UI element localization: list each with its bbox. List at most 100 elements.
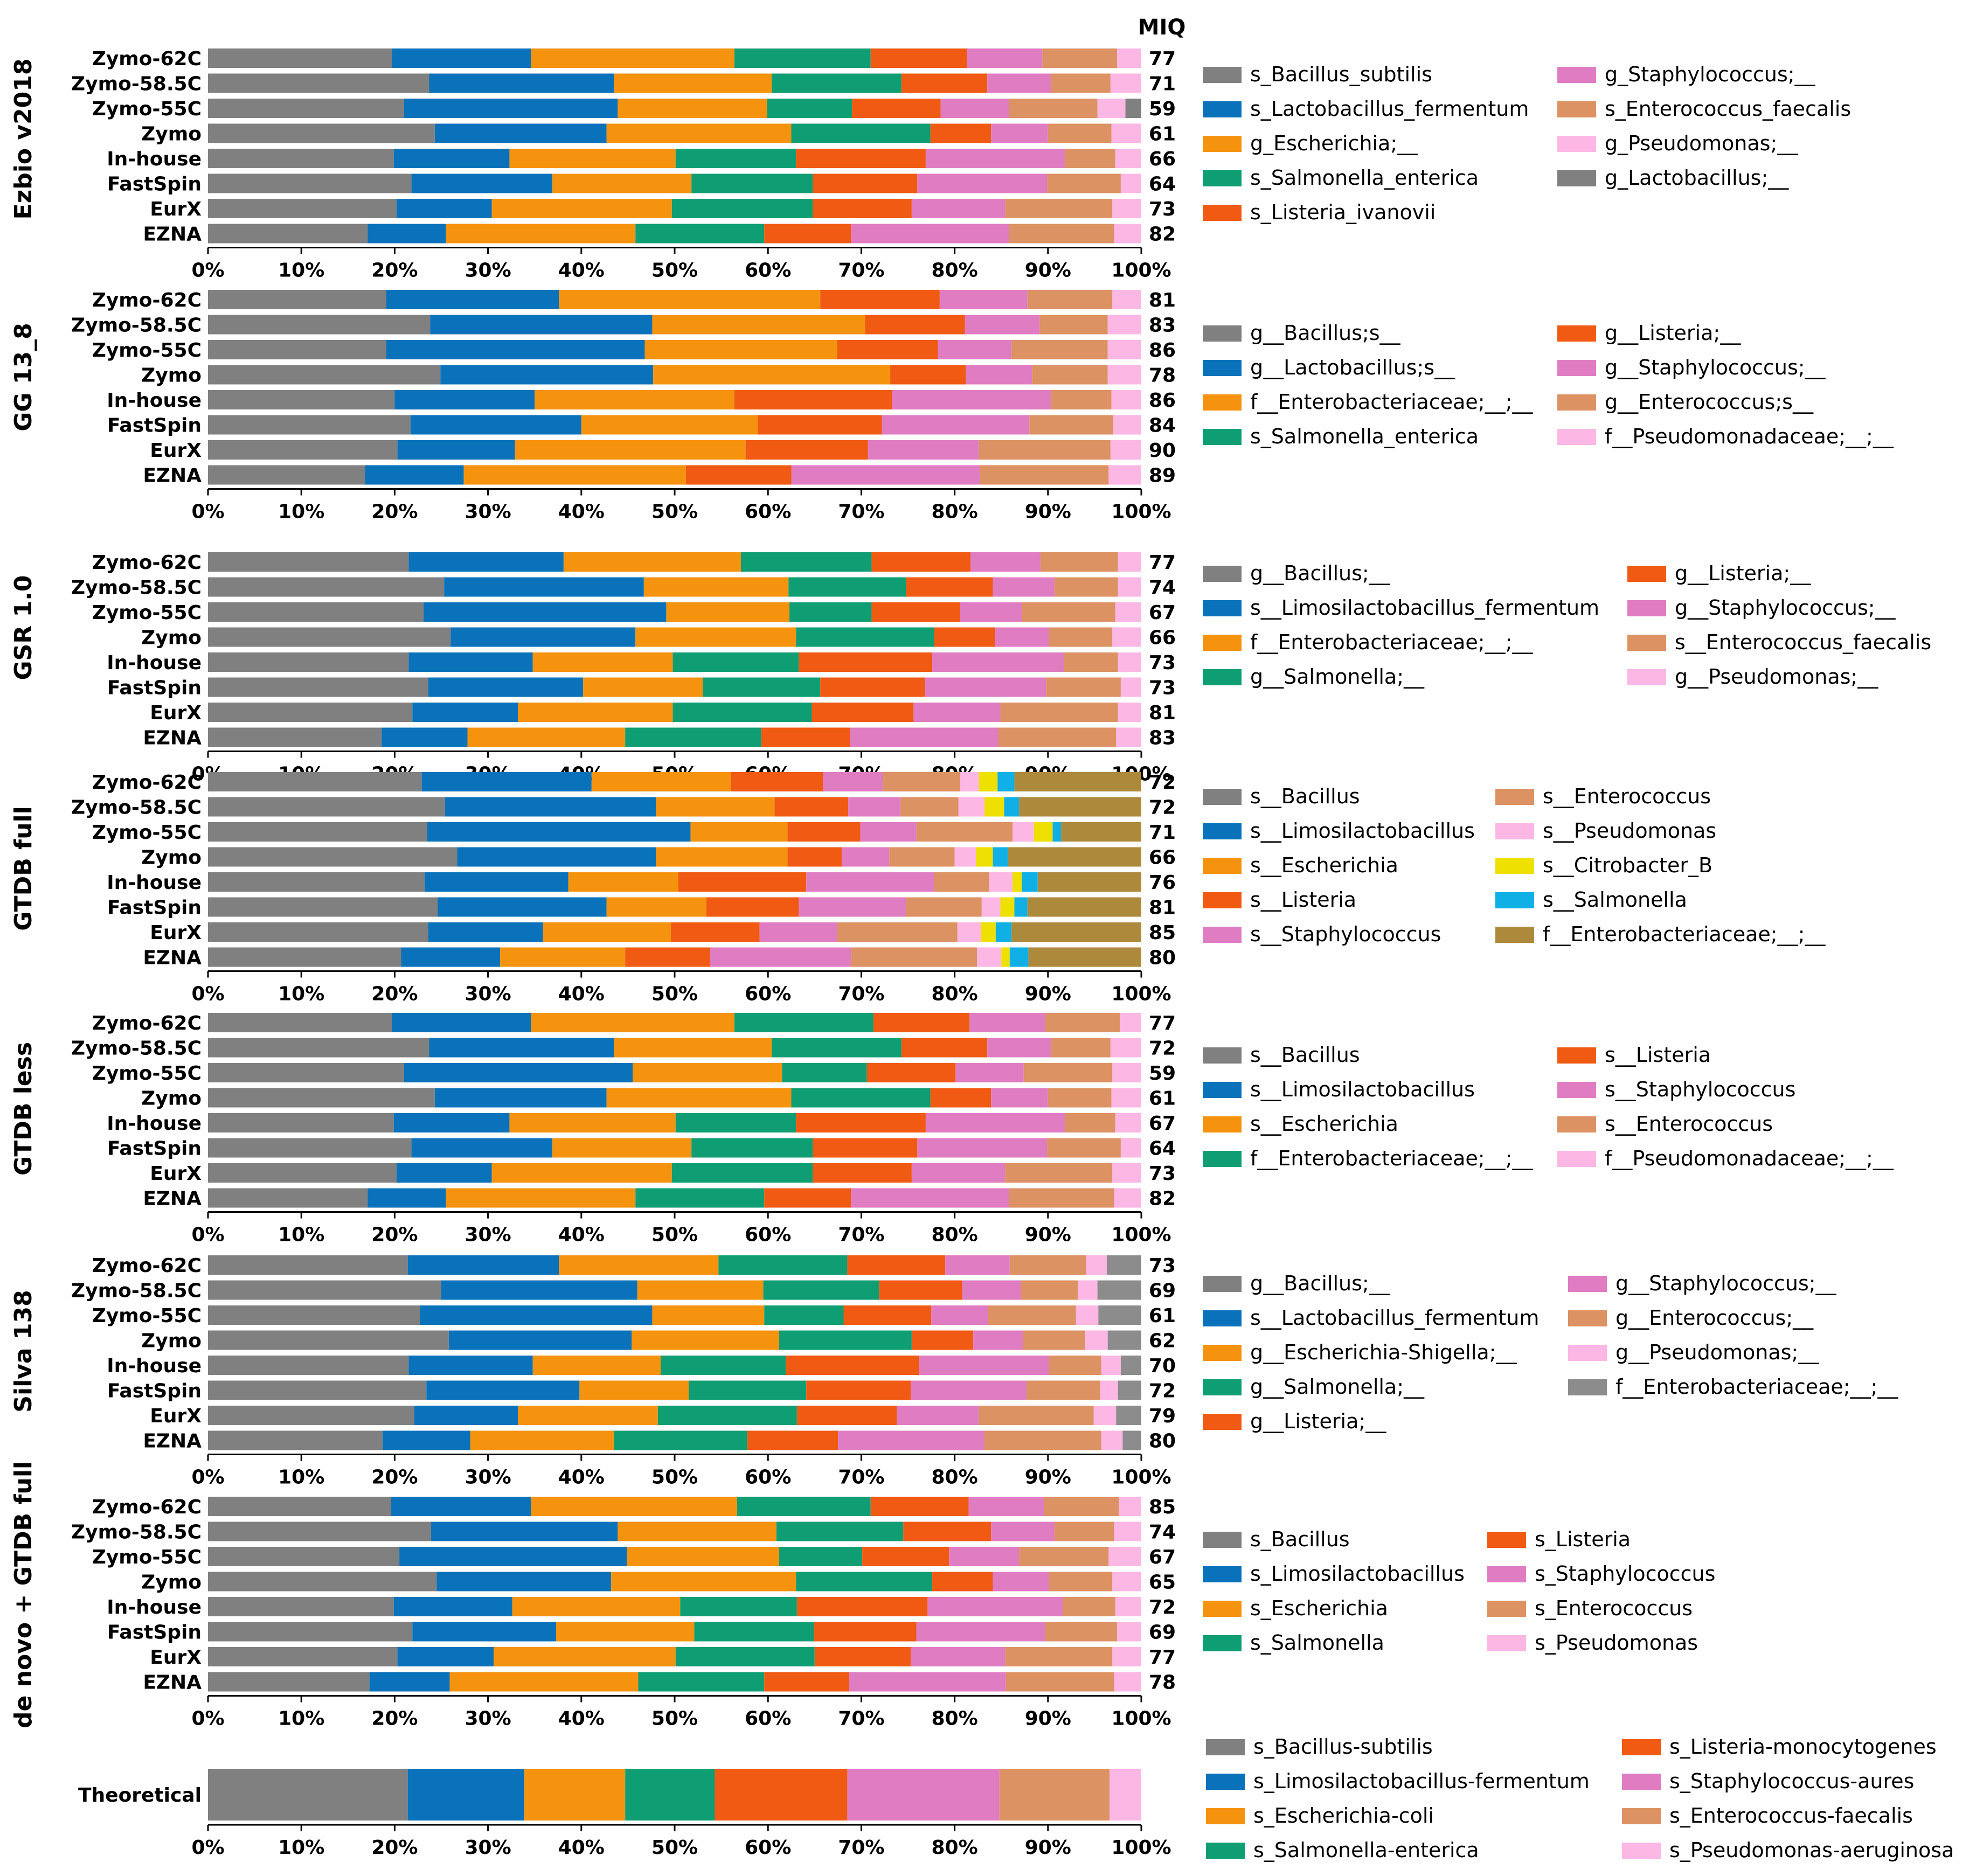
bar-segment [1115, 1113, 1141, 1132]
bar-segment [391, 1497, 531, 1516]
legend-item: s__Pseudomonas [1495, 819, 1716, 843]
miq-value: 83 [1149, 315, 1176, 337]
bar-segment [208, 922, 428, 942]
miq-value: 80 [1149, 1430, 1176, 1453]
legend-item: s_Pseudomonas [1487, 1631, 1698, 1655]
bar-segment [208, 1356, 409, 1375]
legend-swatch [1568, 1345, 1607, 1361]
bar-segment [1097, 1280, 1141, 1300]
legend-swatch [1203, 1635, 1242, 1651]
bar-segment [208, 577, 445, 597]
bar-segment [927, 1597, 1063, 1616]
bar-segment [871, 602, 960, 622]
legend-label: s__Citrobacter_B [1543, 853, 1712, 877]
bar-segment [764, 1672, 849, 1692]
bar-segment [364, 465, 464, 485]
legend-label: g__Enterococcus;__ [1615, 1306, 1814, 1330]
bar-segment [208, 1521, 431, 1541]
bar-segment [635, 224, 765, 244]
category-label: Zymo-55C [92, 98, 202, 120]
legend-item: f__Enterobacteriaceae;__;__ [1203, 630, 1533, 654]
bar-segment [789, 602, 872, 622]
x-tick-label: 0% [191, 983, 224, 1005]
legend-swatch [1203, 325, 1242, 342]
miq-value: 66 [1149, 627, 1176, 649]
legend-item: g__Salmonella;__ [1203, 1375, 1425, 1399]
category-label: FastSpin [107, 897, 202, 919]
bar-segment [930, 1088, 992, 1108]
bar-segment [873, 1013, 970, 1032]
legend-label: s_Lactobacillus_fermentum [1250, 97, 1529, 121]
bar-segment [759, 922, 837, 942]
category-label: In-house [107, 872, 202, 894]
x-tick-label: 100% [1111, 260, 1171, 282]
bar-segment [1120, 677, 1141, 697]
bar-segment [1112, 199, 1141, 218]
category-label: EurX [150, 198, 202, 220]
legend-label: s__Bacillus [1250, 1043, 1360, 1067]
legend-label: s__Pseudomonas [1543, 819, 1716, 843]
x-tick-label: 30% [465, 1837, 511, 1859]
legend-swatch [1203, 566, 1242, 582]
category-label: Zymo-58.5C [71, 73, 202, 95]
bar-segment [1098, 1305, 1141, 1325]
bar-segment [611, 1572, 796, 1592]
category-label: Zymo-55C [92, 602, 202, 624]
bar-segment [552, 173, 692, 193]
bar-segment [892, 390, 1051, 409]
x-tick-label: 90% [1025, 260, 1071, 282]
bar-segment [1107, 340, 1141, 359]
legend-swatch [1203, 1345, 1242, 1361]
bar-segment [369, 1672, 450, 1692]
legend-swatch [1203, 67, 1242, 83]
x-tick-label: 60% [745, 1224, 791, 1246]
bar-segment [850, 727, 999, 747]
bar-segment [988, 1305, 1076, 1325]
x-tick-label: 60% [745, 1708, 791, 1730]
category-label: Zymo-58.5C [71, 1038, 202, 1060]
bar-segment [930, 123, 992, 143]
bar-segment [531, 1013, 734, 1032]
legend-swatch [1203, 1151, 1242, 1167]
miq-value: 74 [1149, 1521, 1176, 1544]
legend-item: s_Salmonella_enterica [1203, 166, 1479, 190]
legend-label: g__Listeria;__ [1675, 561, 1811, 585]
bar-segment [614, 1430, 748, 1450]
bar-segment [618, 99, 767, 118]
bar-segment [764, 224, 851, 244]
x-tick-label: 70% [838, 1224, 884, 1246]
bar-segment [563, 552, 741, 572]
bar-segment [407, 1769, 525, 1821]
miq-value: 64 [1149, 1138, 1176, 1160]
bar-segment [1112, 627, 1141, 647]
legend-swatch [1206, 1808, 1245, 1824]
legend-label: s_Bacillus [1250, 1527, 1350, 1551]
bar-segment [925, 677, 1046, 697]
bar-segment [1009, 947, 1029, 967]
x-tick-label: 80% [932, 983, 978, 1005]
bar-segment [393, 1113, 510, 1132]
panel-3: Zymo-62C 72 Zymo-58.5C 72 Zymo-55C 71 Zymo 66 In… [10, 772, 1826, 1005]
bar-segment [675, 149, 796, 168]
bar-segment [813, 199, 912, 218]
legend-swatch [1203, 1116, 1242, 1132]
bar-segment [814, 1622, 917, 1642]
bar-segment [981, 922, 996, 942]
bar-segment [812, 703, 914, 722]
bar-segment [1112, 1647, 1141, 1666]
legend-label: s_Bacillus_subtilis [1250, 62, 1432, 86]
x-tick-label: 0% [191, 1708, 224, 1730]
bar-segment [916, 822, 1013, 842]
legend-item: s__Bacillus [1203, 784, 1360, 808]
bar-segment [532, 1356, 661, 1375]
bar-segment [208, 1497, 391, 1516]
bar-segment [512, 1597, 681, 1616]
x-tick-label: 10% [278, 1467, 324, 1489]
legend-label: s_Limosilactobacillus [1250, 1562, 1465, 1586]
x-tick-label: 60% [745, 1467, 791, 1489]
bar-segment [1000, 897, 1015, 917]
bar-segment [644, 340, 837, 359]
miq-value: 65 [1149, 1572, 1176, 1594]
legend-swatch [1568, 1310, 1607, 1326]
legend-swatch [1203, 136, 1242, 152]
